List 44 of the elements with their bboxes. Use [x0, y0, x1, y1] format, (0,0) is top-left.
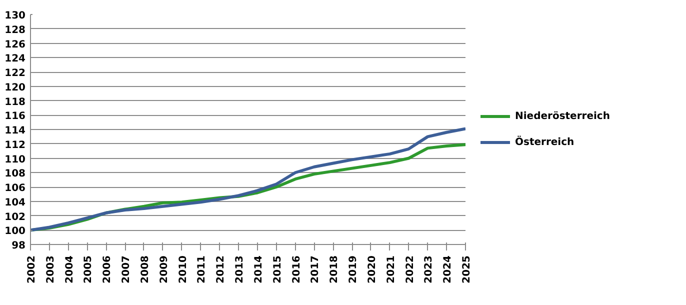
x-tick-label: 2005 — [83, 255, 94, 284]
legend-label: Österreich — [515, 136, 574, 148]
x-tick-label: 2019 — [348, 255, 360, 284]
x-tick-label: 2022 — [404, 255, 416, 284]
x-tick-label: 2016 — [291, 255, 302, 284]
y-tick-label: 98 — [12, 240, 26, 252]
y-tick-label: 116 — [4, 111, 26, 122]
y-tick-label: 118 — [4, 96, 26, 108]
legend-label: Niederösterreich — [515, 110, 610, 122]
y-tick-label: 100 — [4, 226, 26, 238]
x-tick-label: 2006 — [102, 255, 114, 284]
x-tick-label: 2018 — [329, 255, 340, 284]
y-tick-label: 122 — [4, 68, 26, 79]
x-tick-label: 2002 — [26, 255, 38, 284]
x-tick-label: 2003 — [45, 255, 56, 284]
x-tick-label: 2017 — [310, 255, 322, 284]
x-tick-label: 2021 — [386, 255, 397, 284]
x-tick-label: 2015 — [272, 255, 284, 284]
x-tick-label: 2004 — [64, 255, 76, 284]
x-tick-label: 2013 — [234, 255, 246, 284]
y-tick-label: 104 — [4, 197, 26, 208]
y-tick-label: 102 — [4, 212, 26, 223]
x-tick-label: 2020 — [366, 255, 378, 284]
x-tick-label: 2008 — [140, 255, 151, 284]
y-tick-label: 112 — [4, 140, 26, 151]
x-tick-label: 2014 — [253, 255, 264, 284]
y-tick-label: 108 — [4, 168, 26, 180]
y-tick-label: 130 — [4, 10, 26, 22]
y-tick-label: 128 — [4, 24, 26, 36]
x-tick-label: 2023 — [424, 255, 435, 284]
y-tick-label: 106 — [4, 183, 26, 194]
y-tick-label: 124 — [4, 54, 26, 65]
y-tick-label: 110 — [4, 154, 26, 166]
y-tick-label: 126 — [4, 39, 26, 50]
y-tick-label: 120 — [4, 82, 26, 94]
line-series — [30, 127, 466, 232]
x-tick-label: 2011 — [196, 255, 208, 284]
x-tick-label: 2010 — [178, 255, 189, 284]
x-tick-label: 2024 — [442, 255, 454, 284]
x-tick-label: 2012 — [216, 255, 227, 284]
x-tick-label: 2025 — [462, 255, 472, 284]
x-tick-label: 2009 — [158, 255, 170, 284]
x-tick-label: 2007 — [121, 255, 132, 284]
y-tick-label: 114 — [4, 126, 26, 136]
